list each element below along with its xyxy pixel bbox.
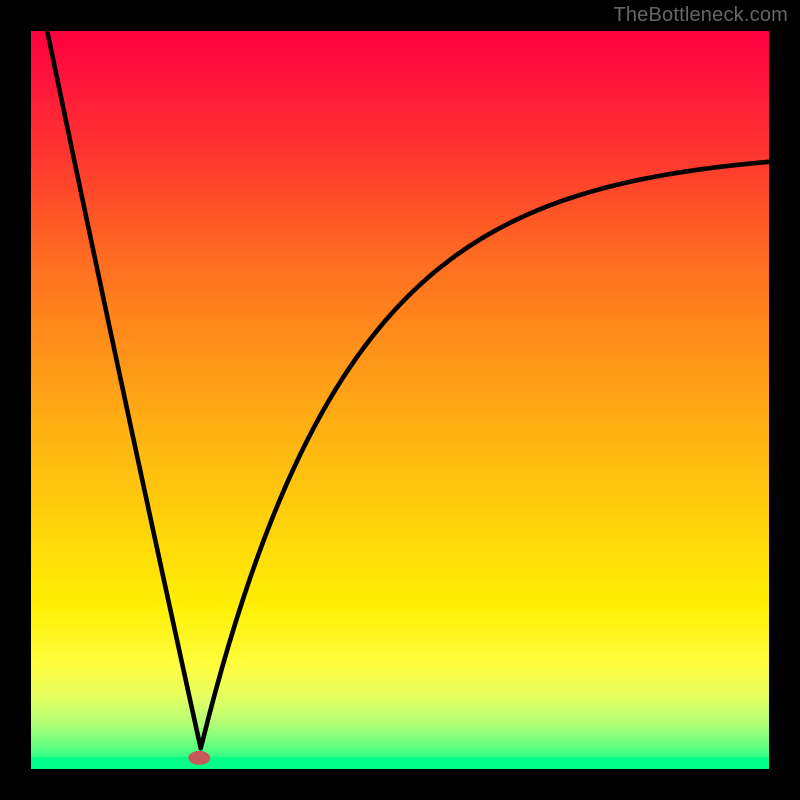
watermark-label: TheBottleneck.com — [613, 4, 788, 27]
gradient-background — [31, 31, 769, 769]
chart-outer: TheBottleneck.com — [0, 0, 800, 800]
plot-area — [31, 31, 769, 769]
